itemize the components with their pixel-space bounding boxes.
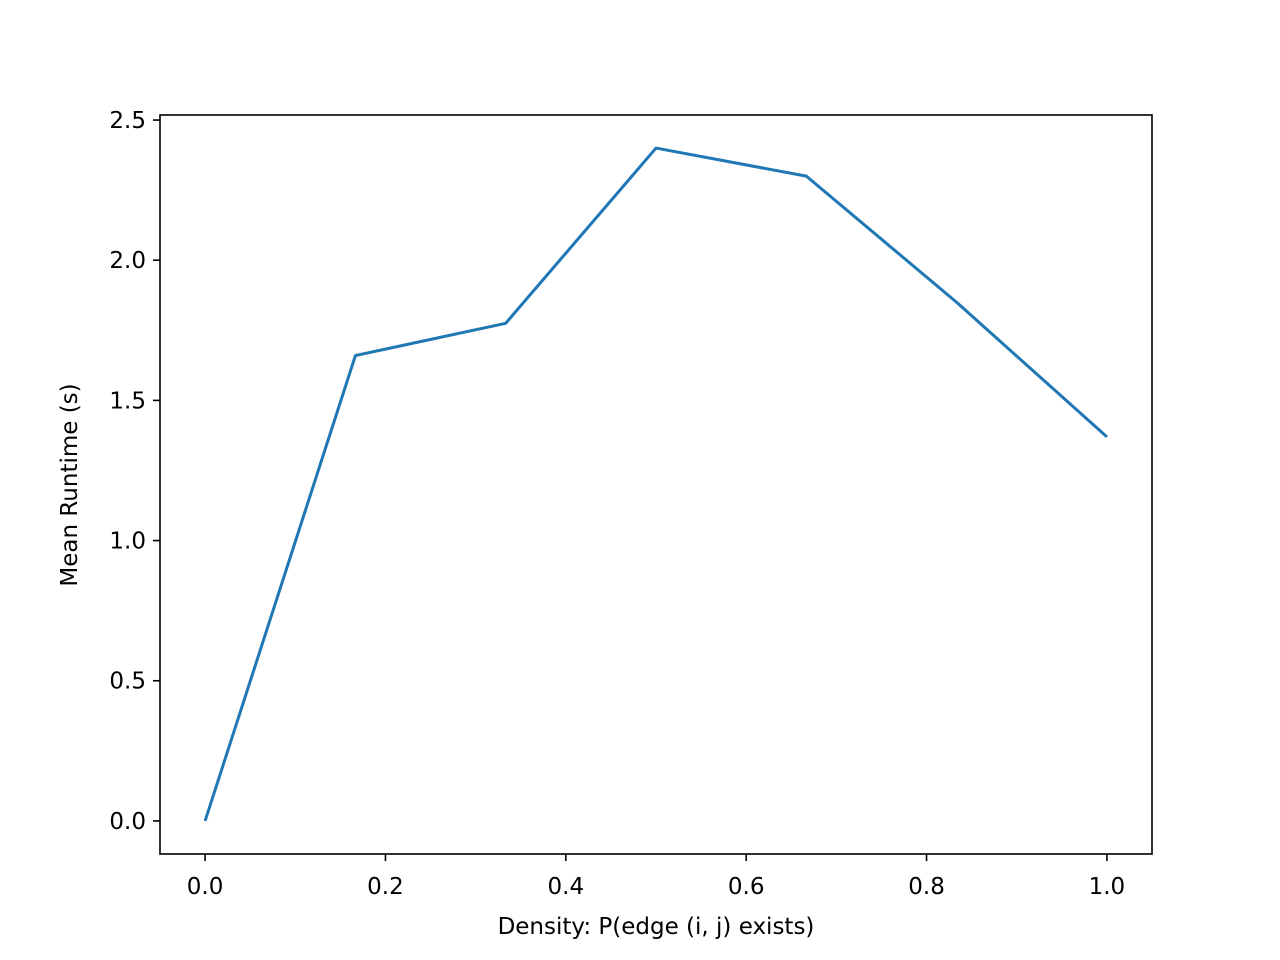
axes-frame <box>159 114 1153 855</box>
axes-border <box>159 114 1153 855</box>
x-tick-label: 0.8 <box>908 874 945 900</box>
x-tick-label: 0.4 <box>548 874 585 900</box>
series-line-0 <box>203 146 1108 822</box>
x-tick-label: 0.2 <box>367 874 404 900</box>
y-axis-label: Mean Runtime (s) <box>57 383 83 586</box>
y-tick-label: 2.0 <box>109 248 146 274</box>
x-axis-label: Density: P(edge (i, j) exists) <box>498 914 815 940</box>
y-tick-label: 0.0 <box>109 809 146 835</box>
x-tick-label: 0.0 <box>187 874 224 900</box>
y-axis-ticks: 0.0 0.5 1.0 1.5 2.0 2.5 <box>109 108 160 835</box>
y-tick-label: 2.5 <box>109 108 146 134</box>
y-tick-label: 1.5 <box>109 388 146 414</box>
plot-area: 0.0 0.2 0.4 0.6 0.8 1.0 0.0 0.5 1.0 1.5 2.0 2.5 <box>109 108 1153 900</box>
y-tick-label: 1.0 <box>109 529 146 555</box>
x-tick-label: 0.6 <box>728 874 765 900</box>
series-layer <box>203 146 1108 822</box>
x-tick-label: 1.0 <box>1089 874 1126 900</box>
x-axis-ticks: 0.0 0.2 0.4 0.6 0.8 1.0 <box>187 854 1125 900</box>
y-tick-label: 0.5 <box>109 669 146 695</box>
